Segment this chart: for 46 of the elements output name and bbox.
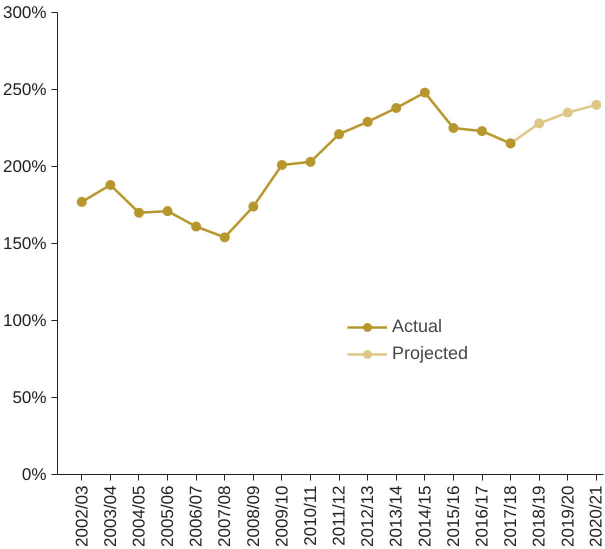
point [76, 196, 87, 207]
legend-label: Actual [392, 316, 442, 337]
point [191, 222, 202, 232]
point [362, 116, 373, 127]
x-tick-label: 2012/13 [358, 486, 378, 547]
point [248, 202, 258, 212]
x-tick-label: 2017/18 [501, 486, 520, 547]
point [276, 160, 287, 170]
point [220, 232, 230, 242]
point [105, 180, 116, 190]
x-tick-label: 2015/16 [444, 486, 463, 547]
point [162, 206, 173, 216]
x-tick-label: 2010/11 [300, 485, 320, 546]
x-tick-label: 2019/20 [558, 486, 578, 547]
point [534, 118, 544, 128]
legend-label: Projected [392, 343, 468, 364]
y-tick-label: 200% [3, 157, 47, 176]
x-tick-label: 2003/04 [100, 486, 120, 547]
point [477, 126, 488, 136]
y-tick-label: 250% [3, 80, 47, 99]
point [391, 102, 402, 113]
point [305, 156, 316, 167]
y-tick-label: 0% [22, 465, 47, 484]
x-tick-label: 2006/07 [186, 486, 206, 547]
y-tick-label: 100% [3, 311, 47, 330]
point [334, 129, 344, 140]
x-tick-label: 2002/03 [72, 486, 92, 547]
point [591, 100, 602, 110]
x-tick-label: 2014/15 [415, 486, 434, 547]
x-tick-label: 2011/12 [330, 485, 349, 546]
point [448, 123, 458, 133]
x-tick-label: 2008/09 [244, 486, 263, 547]
x-tick-label: 2013/14 [386, 486, 406, 547]
x-tick-label: 2018/19 [530, 485, 549, 547]
x-tick-label: 2004/05 [129, 486, 148, 547]
point [134, 208, 144, 218]
y-tick-label: 150% [3, 234, 47, 253]
point [420, 88, 430, 98]
x-tick-label: 2016/17 [472, 486, 492, 547]
y-tick-label: 50% [12, 388, 47, 407]
x-tick-label: 2007/08 [215, 486, 234, 547]
y-tick-label: 300% [3, 3, 47, 22]
point [562, 108, 573, 118]
x-tick-label: 2005/06 [158, 486, 178, 547]
x-tick-label: 2009/10 [272, 486, 292, 547]
x-tick-label: 2020/21 [586, 486, 605, 547]
